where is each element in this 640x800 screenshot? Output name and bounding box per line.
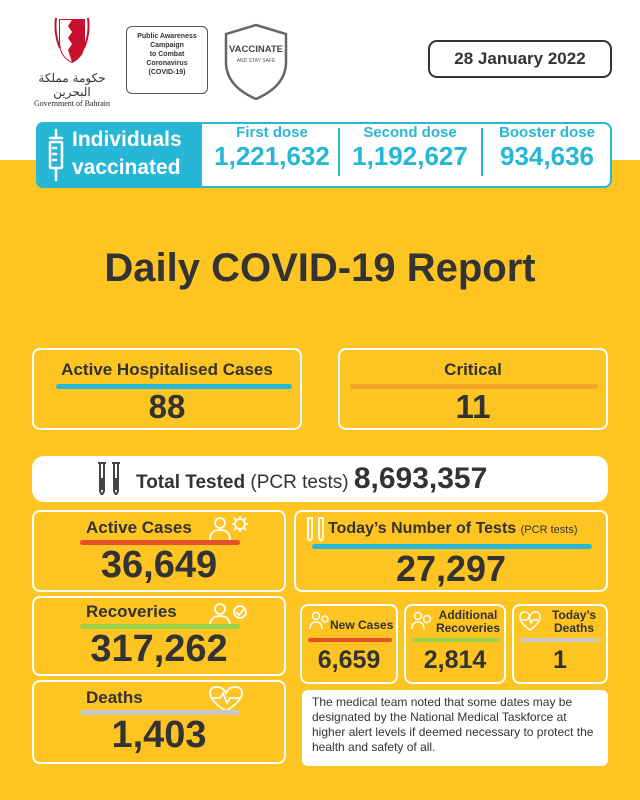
- dose-value: 934,636: [500, 141, 594, 171]
- page-title: Daily COVID-19 Report: [104, 246, 536, 290]
- deaths-title: Deaths: [86, 688, 143, 707]
- today-deaths-title: Today’s Deaths: [542, 609, 606, 635]
- deaths-card: Deaths 1,403: [32, 680, 286, 764]
- vaccinate-title: VACCINATE: [228, 44, 283, 55]
- today-tests-bar: [312, 544, 592, 549]
- today-tests-card: Today’s Number of Tests (PCR tests) 27,2…: [294, 510, 608, 592]
- vaccinate-subtitle: AND STAY SAFE: [236, 58, 276, 64]
- today-tests-value: 27,297: [395, 548, 507, 589]
- booster-dose: Booster dose 934,636: [484, 124, 610, 172]
- total-tested: Total Tested (PCR tests) 8,693,357: [136, 462, 487, 500]
- second-dose: Second dose 1,192,627: [342, 124, 478, 172]
- hospitalised-card: Active Hospitalised Cases 88: [32, 348, 302, 430]
- government-name: Government of Bahrain: [34, 99, 110, 108]
- hospitalised-title: Active Hospitalised Cases: [61, 360, 273, 379]
- recoveries-bar: [80, 624, 240, 629]
- deaths-bar: [80, 710, 240, 715]
- active-cases-title: Active Cases: [86, 518, 192, 537]
- campaign-line: Campaign: [150, 42, 184, 49]
- report-date: 28 January 2022: [428, 40, 612, 78]
- today-tests-title: Today’s Number of Tests (PCR tests): [328, 520, 577, 538]
- dose-value: 1,192,627: [352, 141, 468, 171]
- new-cases-card: New Cases 6,659: [300, 604, 398, 684]
- additional-recoveries-title-line1: Additional: [438, 608, 498, 622]
- medical-note: The medical team noted that some dates m…: [302, 690, 608, 766]
- critical-card: Critical 11: [338, 348, 608, 430]
- divider: [481, 128, 483, 176]
- today-tests-title-text: Today’s Number of Tests: [328, 520, 517, 537]
- recoveries-title: Recoveries: [86, 602, 177, 621]
- campaign-box: Public Awareness Campaign to Combat Coro…: [126, 26, 208, 94]
- person-recover-icon: [411, 611, 432, 630]
- campaign-line: to Combat: [149, 51, 185, 58]
- today-tests-sub: (PCR tests): [520, 524, 578, 536]
- syringe-icon: [48, 128, 64, 182]
- dose-title: Booster dose: [499, 124, 595, 141]
- today-deaths-title-line1: Today’s: [551, 608, 596, 622]
- vaccination-label-line1: Individuals: [72, 128, 182, 151]
- today-deaths-card: Today’s Deaths 1: [512, 604, 608, 684]
- dose-title: First dose: [236, 124, 308, 141]
- active-cases-bar: [80, 540, 240, 545]
- additional-recoveries-value: 2,814: [423, 646, 487, 674]
- vaccination-label-box: [36, 122, 202, 188]
- today-deaths-bar: [520, 638, 600, 642]
- campaign-line: (COVID-19): [148, 69, 186, 76]
- vaccination-label: Individuals vaccinated: [72, 126, 202, 182]
- heart-pulse-icon: [519, 611, 541, 631]
- hospitalised-value: 88: [148, 388, 186, 425]
- person-recover-icon: [209, 603, 247, 627]
- campaign-line: Coronavirus: [146, 60, 188, 67]
- recoveries-card: Recoveries 317,262: [32, 596, 286, 676]
- total-tested-sub: (PCR tests): [250, 472, 349, 493]
- person-virus-icon: [309, 611, 329, 630]
- additional-recoveries-card: Additional Recoveries 2,814: [404, 604, 506, 684]
- new-cases-title: New Cases: [330, 618, 394, 632]
- first-dose: First dose 1,221,632: [208, 124, 336, 172]
- additional-recoveries-title: Additional Recoveries: [432, 609, 504, 635]
- total-tested-label: Total Tested: [136, 472, 246, 493]
- hospitalised-bar: [56, 384, 292, 389]
- campaign-line: Public Awareness: [137, 33, 197, 40]
- emblem-icon: [54, 17, 90, 64]
- additional-recoveries-title-line2: Recoveries: [435, 621, 501, 635]
- recoveries-value: 317,262: [90, 628, 228, 670]
- critical-value: 11: [455, 388, 491, 425]
- new-cases-value: 6,659: [317, 646, 381, 674]
- dose-value: 1,221,632: [214, 141, 330, 171]
- shield-icon: [224, 23, 288, 101]
- heart-pulse-icon: [209, 686, 243, 713]
- test-tubes-icon: [98, 462, 120, 495]
- critical-bar: [350, 384, 598, 389]
- test-tubes-icon: [307, 517, 324, 542]
- dose-title: Second dose: [363, 124, 457, 141]
- today-deaths-value: 1: [553, 646, 567, 674]
- government-arabic-name: حكومة مملكة البحرين: [38, 71, 106, 99]
- government-logo: حكومة مملكة البحرين Government of Bahrai…: [22, 14, 122, 108]
- critical-title: Critical: [444, 360, 502, 379]
- new-cases-bar: [308, 638, 392, 642]
- deaths-value: 1,403: [111, 714, 207, 756]
- additional-recoveries-bar: [412, 638, 500, 642]
- active-cases-value: 36,649: [100, 544, 218, 586]
- vaccination-label-line2: vaccinated: [72, 156, 181, 179]
- person-virus-icon: [209, 516, 248, 541]
- divider: [338, 128, 340, 176]
- today-deaths-title-line2: Deaths: [553, 621, 594, 635]
- total-tested-bar: [32, 456, 608, 502]
- total-tested-value: 8,693,357: [353, 462, 488, 495]
- active-cases-card: Active Cases 36,649: [32, 510, 286, 592]
